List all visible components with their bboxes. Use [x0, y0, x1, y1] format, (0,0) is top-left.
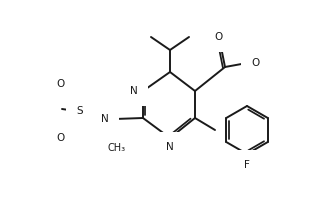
Text: F: F: [244, 160, 250, 170]
Text: O: O: [57, 133, 65, 143]
Text: N: N: [130, 86, 138, 96]
Text: O: O: [251, 58, 259, 68]
Text: S: S: [77, 106, 83, 116]
Text: O: O: [57, 79, 65, 89]
Text: N: N: [166, 142, 174, 152]
Text: CH₃: CH₃: [108, 143, 126, 153]
Text: O: O: [215, 32, 223, 42]
Text: N: N: [101, 114, 109, 124]
